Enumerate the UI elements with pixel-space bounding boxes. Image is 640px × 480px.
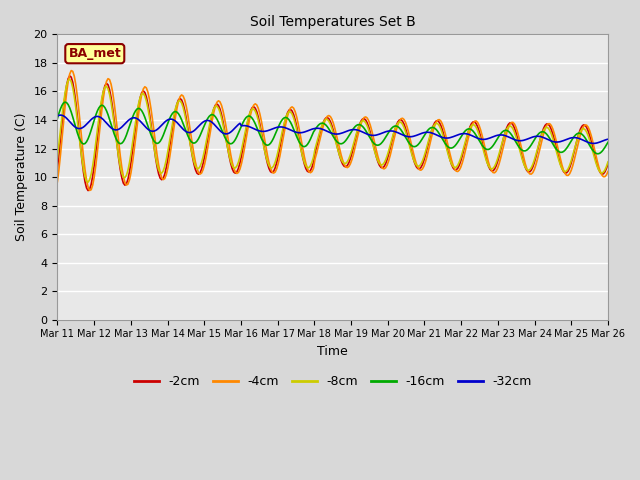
X-axis label: Time: Time (317, 345, 348, 358)
Legend: -2cm, -4cm, -8cm, -16cm, -32cm: -2cm, -4cm, -8cm, -16cm, -32cm (129, 371, 537, 394)
Y-axis label: Soil Temperature (C): Soil Temperature (C) (15, 113, 28, 241)
Text: BA_met: BA_met (68, 47, 121, 60)
Title: Soil Temperatures Set B: Soil Temperatures Set B (250, 15, 415, 29)
